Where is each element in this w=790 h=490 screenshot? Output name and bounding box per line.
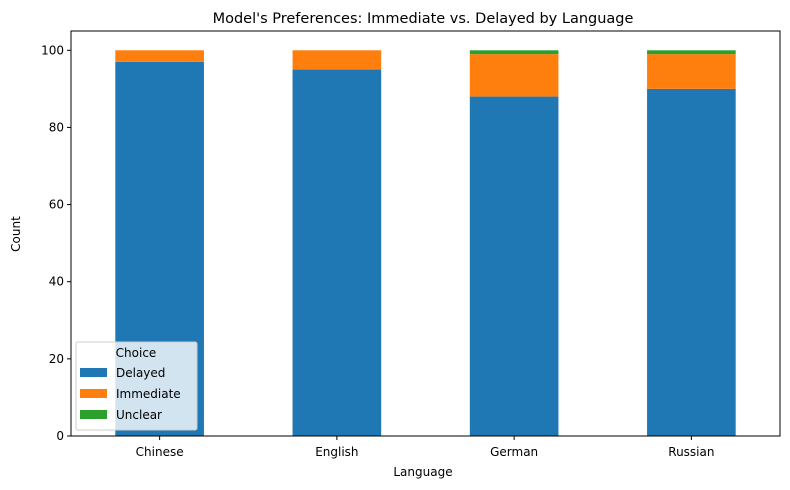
bar-immediate-chinese	[115, 50, 204, 62]
legend-label-immediate: Immediate	[116, 387, 181, 401]
legend-label-delayed: Delayed	[116, 366, 165, 380]
y-tick-label: 100	[41, 43, 64, 57]
bar-delayed-german	[469, 96, 559, 437]
x-axis: Chinese English German Russian	[136, 436, 714, 459]
bar-immediate-english	[292, 50, 382, 70]
plot-frame	[70, 30, 781, 437]
bars	[115, 50, 736, 437]
bar-unclear-russian	[647, 50, 736, 55]
bar-delayed-english	[292, 69, 382, 437]
y-tick-label: 80	[49, 120, 64, 134]
y-axis-label: Count	[9, 216, 23, 252]
y-tick-label: 0	[56, 429, 64, 443]
x-axis-label: Language	[393, 465, 452, 479]
legend-swatch-unclear	[80, 410, 107, 419]
y-tick-label: 40	[49, 275, 64, 289]
bar-immediate-russian	[647, 54, 736, 89]
bar-delayed-russian	[647, 88, 736, 436]
legend-frame	[75, 341, 198, 431]
x-tick-label-chinese: Chinese	[136, 445, 184, 459]
x-tick-label-russian: Russian	[668, 445, 714, 459]
bar-immediate-german	[469, 54, 559, 97]
bar-unclear-german	[469, 50, 559, 55]
y-axis: 0 20 40 60 80 100	[41, 43, 71, 443]
y-tick-label: 20	[49, 352, 64, 366]
legend-swatch-immediate	[80, 389, 107, 398]
chart-title: Model's Preferences: Immediate vs. Delay…	[213, 11, 634, 27]
legend-label-unclear: Unclear	[116, 408, 162, 422]
legend-entries: Delayed Immediate Unclear	[80, 366, 181, 422]
legend-title: Choice	[116, 346, 157, 360]
x-tick-label-english: English	[315, 445, 358, 459]
y-tick-label: 60	[49, 198, 64, 212]
legend: Choice Delayed Immediate Unclear	[75, 341, 198, 431]
x-tick-label-german: German	[490, 445, 538, 459]
legend-swatch-delayed	[80, 368, 107, 377]
